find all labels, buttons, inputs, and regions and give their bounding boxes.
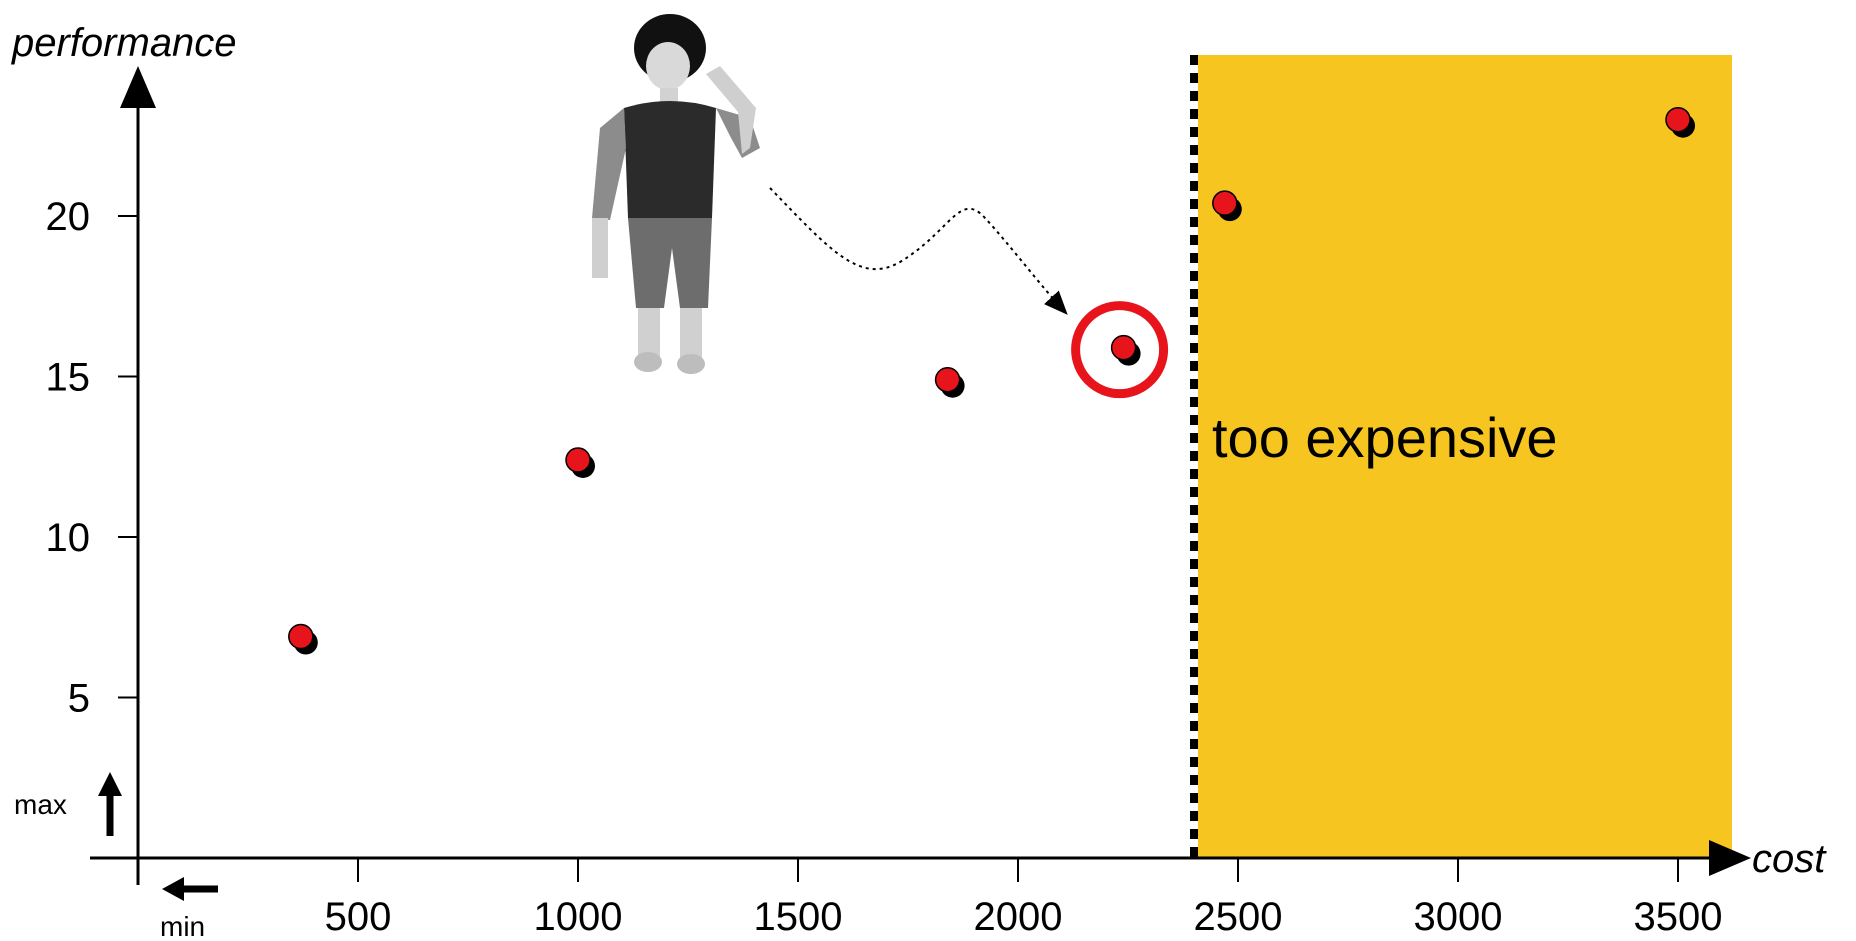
person-illustration — [592, 14, 760, 374]
data-point — [1665, 106, 1691, 133]
y-tick-label: 15 — [46, 356, 91, 400]
y-axis-title: performance — [11, 21, 237, 65]
x-tick-label: 3500 — [1634, 895, 1723, 939]
x-tick-label: 1000 — [534, 895, 623, 939]
data-point — [288, 623, 314, 650]
pointer-curve — [769, 187, 1068, 315]
min-label: min — [160, 911, 205, 941]
y-tick-label: 5 — [68, 677, 90, 721]
data-point — [934, 366, 961, 393]
highlight-ring — [1071, 301, 1169, 399]
left-arrow-icon — [162, 877, 218, 901]
data-point — [565, 447, 591, 473]
up-arrow-icon — [98, 772, 122, 836]
y-tick-label: 10 — [46, 516, 91, 560]
x-tick-label: 1500 — [754, 895, 843, 939]
data-point — [1110, 334, 1137, 361]
too-expensive-region — [1194, 55, 1732, 858]
x-tick-label: 500 — [325, 895, 392, 939]
y-tick-label: 20 — [46, 195, 91, 239]
x-tick-label: 2500 — [1194, 895, 1283, 939]
too-expensive-label: too expensive — [1212, 406, 1558, 469]
data-point — [1212, 190, 1238, 216]
x-tick-label: 3000 — [1414, 895, 1503, 939]
x-tick-label: 2000 — [974, 895, 1063, 939]
x-axis-title: cost — [1752, 837, 1827, 881]
max-label: max — [14, 789, 67, 820]
